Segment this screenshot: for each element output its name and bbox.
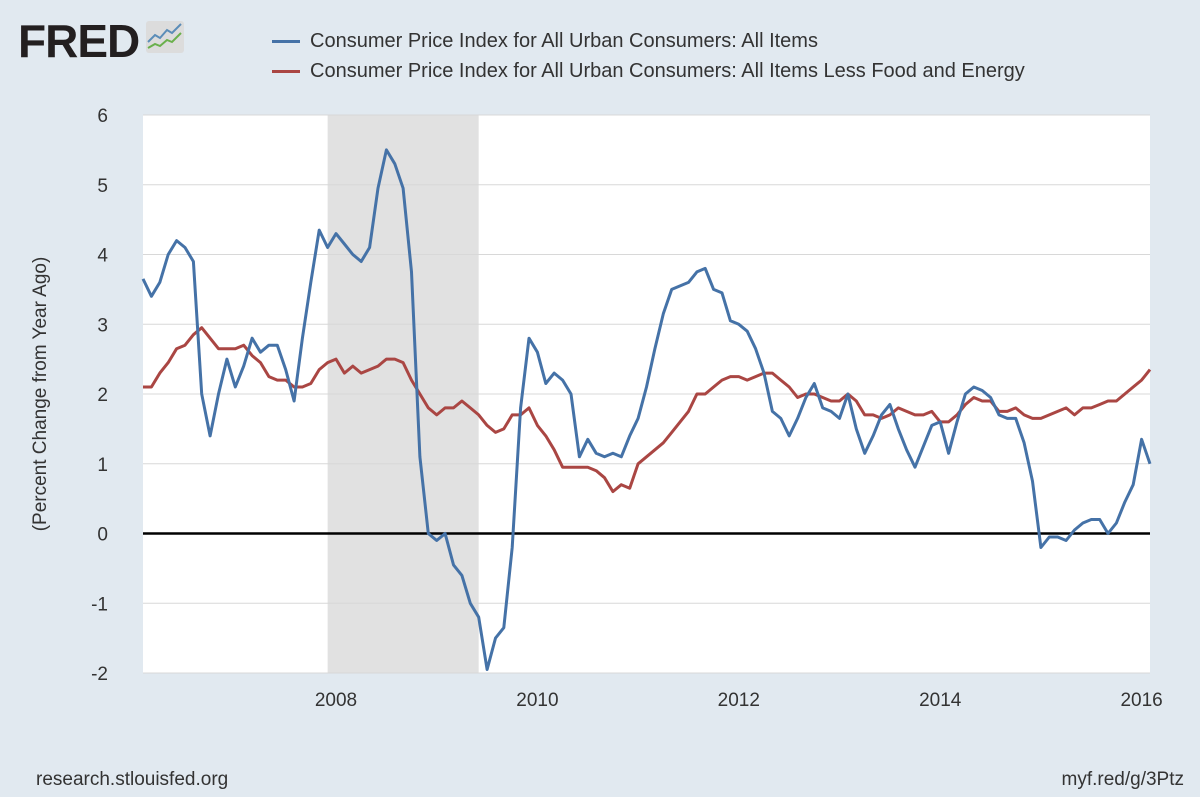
y-tick-label: 6 [97,106,108,127]
legend-swatch-blue [272,39,300,43]
series-line-core-cpi [143,326,1152,494]
y-tick-label: 0 [97,525,108,546]
y-tick-label: 2 [97,385,108,406]
y-tick-label: 5 [97,176,108,197]
x-tick-label: 2016 [1120,690,1162,711]
y-tick-label: -2 [91,664,108,685]
series-line-cpi [141,148,1152,671]
x-tick-label: 2012 [718,690,760,711]
fred-logo[interactable]: FRED [18,18,185,64]
y-tick-label: -1 [91,594,108,615]
x-tick-label: 2010 [516,690,558,711]
legend-label: Consumer Price Index for All Urban Consu… [310,29,818,52]
source-link[interactable]: research.stlouisfed.org [36,769,229,790]
legend-label: Consumer Price Index for All Urban Consu… [310,59,1025,82]
short-link[interactable]: myf.red/g/3Ptz [1061,769,1185,790]
x-tick-label: 2008 [315,690,357,711]
y-tick-label: 4 [97,246,108,267]
legend-item-cpi[interactable]: Consumer Price Index for All Urban Consu… [272,26,1025,56]
legend-swatch-red [272,69,300,73]
legend: Consumer Price Index for All Urban Consu… [272,26,1025,86]
legend-item-core-cpi[interactable]: Consumer Price Index for All Urban Consu… [272,56,1025,86]
logo-text: FRED [18,15,140,67]
y-axis-title: (Percent Change from Year Ago) [30,257,51,532]
y-tick-label: 3 [97,315,108,336]
chart-logo-icon [146,21,185,53]
x-tick-label: 2014 [919,690,962,711]
y-tick-label: 1 [97,455,108,476]
